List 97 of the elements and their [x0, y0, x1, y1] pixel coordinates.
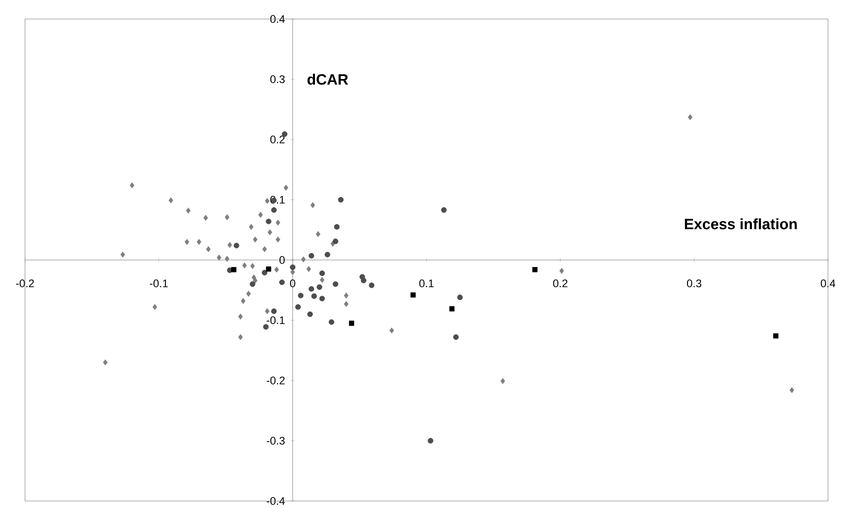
- point: [457, 294, 463, 300]
- point: [334, 224, 340, 230]
- point: [186, 208, 191, 214]
- y-tick-label: -0.2: [266, 376, 285, 384]
- point: [206, 246, 211, 252]
- point: [500, 378, 506, 384]
- point: [234, 242, 240, 248]
- point: [103, 359, 108, 366]
- point: [360, 278, 366, 284]
- point: [224, 256, 230, 262]
- point: [264, 198, 270, 204]
- point: [559, 268, 564, 274]
- point: [271, 207, 277, 213]
- x-tick-label: 0.3: [686, 279, 702, 288]
- point: [240, 298, 246, 304]
- point: [368, 282, 374, 288]
- point: [266, 218, 272, 224]
- point: [348, 320, 354, 326]
- point: [319, 296, 325, 302]
- point: [453, 334, 459, 340]
- point: [319, 270, 325, 276]
- x-tick-label: 0.2: [553, 279, 568, 288]
- point: [308, 286, 314, 292]
- y-tick-label: -0.4: [266, 497, 285, 505]
- x-tick-label: 0.1: [419, 279, 434, 288]
- y-tick-label: 0: [279, 256, 285, 264]
- point: [290, 264, 296, 270]
- point: [262, 246, 267, 252]
- point: [532, 266, 538, 272]
- point: [268, 229, 272, 236]
- point: [441, 207, 447, 213]
- point: [196, 238, 202, 245]
- point: [295, 304, 301, 310]
- point: [344, 300, 348, 307]
- point: [266, 266, 272, 272]
- point: [130, 182, 134, 188]
- point: [773, 333, 778, 338]
- point: [246, 290, 251, 297]
- y-tick-label: 0.4: [270, 15, 285, 23]
- point: [274, 266, 279, 273]
- point: [224, 214, 230, 220]
- point: [250, 262, 255, 269]
- point: [332, 238, 338, 244]
- point: [410, 292, 416, 298]
- point: [338, 196, 344, 202]
- point: [242, 262, 247, 268]
- point: [284, 184, 288, 191]
- point: [264, 308, 270, 314]
- point: [263, 324, 269, 330]
- point: [301, 256, 306, 262]
- x-tick-label: -0.1: [150, 279, 168, 288]
- point: [203, 214, 208, 221]
- point: [120, 251, 125, 258]
- point: [328, 319, 334, 325]
- y-tick-label: -0.1: [266, 316, 285, 324]
- x-tick-label: 0.4: [820, 279, 836, 288]
- point: [152, 304, 158, 310]
- point: [688, 114, 692, 120]
- point: [311, 293, 317, 299]
- y-tick-label: 0.3: [270, 75, 285, 84]
- point: [344, 292, 348, 298]
- point: [324, 252, 330, 258]
- point: [168, 197, 174, 204]
- point: [238, 314, 243, 320]
- point: [250, 281, 256, 287]
- point: [389, 327, 394, 334]
- point: [248, 224, 254, 230]
- point: [216, 254, 222, 260]
- point: [306, 266, 312, 272]
- point: [238, 334, 243, 340]
- x-tick-label: -0.2: [16, 279, 34, 288]
- point: [320, 276, 324, 283]
- point: [790, 387, 794, 394]
- point: [184, 238, 190, 245]
- point: [316, 284, 322, 290]
- point: [428, 438, 434, 444]
- point: [316, 231, 320, 237]
- point: [298, 292, 304, 298]
- point: [307, 311, 313, 317]
- point: [258, 212, 263, 218]
- point: [262, 270, 268, 276]
- point: [449, 306, 455, 312]
- y-tick-label: -0.3: [266, 436, 285, 445]
- point: [310, 202, 316, 208]
- y-axis-title: dCAR: [308, 74, 348, 85]
- point: [227, 242, 232, 248]
- point: [231, 266, 236, 272]
- point: [279, 279, 285, 285]
- y-tick-label: 0.2: [270, 136, 285, 144]
- point: [271, 308, 277, 314]
- point: [252, 236, 258, 242]
- x-tick-label: 0: [290, 279, 296, 288]
- x-axis-title: Excess inflation: [684, 218, 797, 230]
- point: [276, 236, 280, 242]
- point: [332, 281, 338, 287]
- point: [276, 220, 280, 226]
- point: [308, 252, 314, 258]
